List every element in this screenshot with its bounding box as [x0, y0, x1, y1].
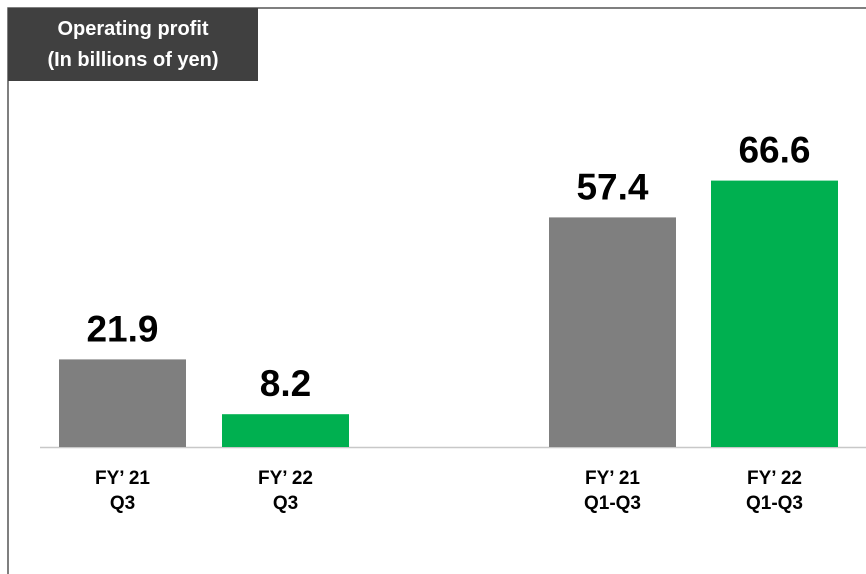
data-label: 57.4 — [576, 166, 648, 207]
x-tick-label: Q3 — [110, 493, 135, 514]
chart-title: (In billions of yen) — [47, 49, 218, 71]
x-tick-label: FY’ 21 — [585, 468, 640, 489]
bar — [711, 180, 838, 447]
x-tick-label: Q1-Q3 — [584, 493, 641, 514]
x-tick-label: Q1-Q3 — [746, 493, 803, 514]
x-tick-label: FY’ 22 — [258, 468, 313, 489]
frame — [7, 7, 866, 574]
bar — [59, 359, 186, 447]
x-tick-label: FY’ 22 — [747, 468, 802, 489]
x-tick-label: Q3 — [273, 493, 298, 514]
title-box — [8, 8, 258, 81]
x-tick-label: FY’ 21 — [95, 468, 150, 489]
data-label: 8.2 — [260, 363, 311, 404]
data-label: 66.6 — [738, 130, 810, 171]
data-label: 21.9 — [86, 308, 158, 349]
bar — [549, 217, 676, 447]
bar — [222, 414, 349, 447]
chart-title: Operating profit — [57, 18, 208, 40]
